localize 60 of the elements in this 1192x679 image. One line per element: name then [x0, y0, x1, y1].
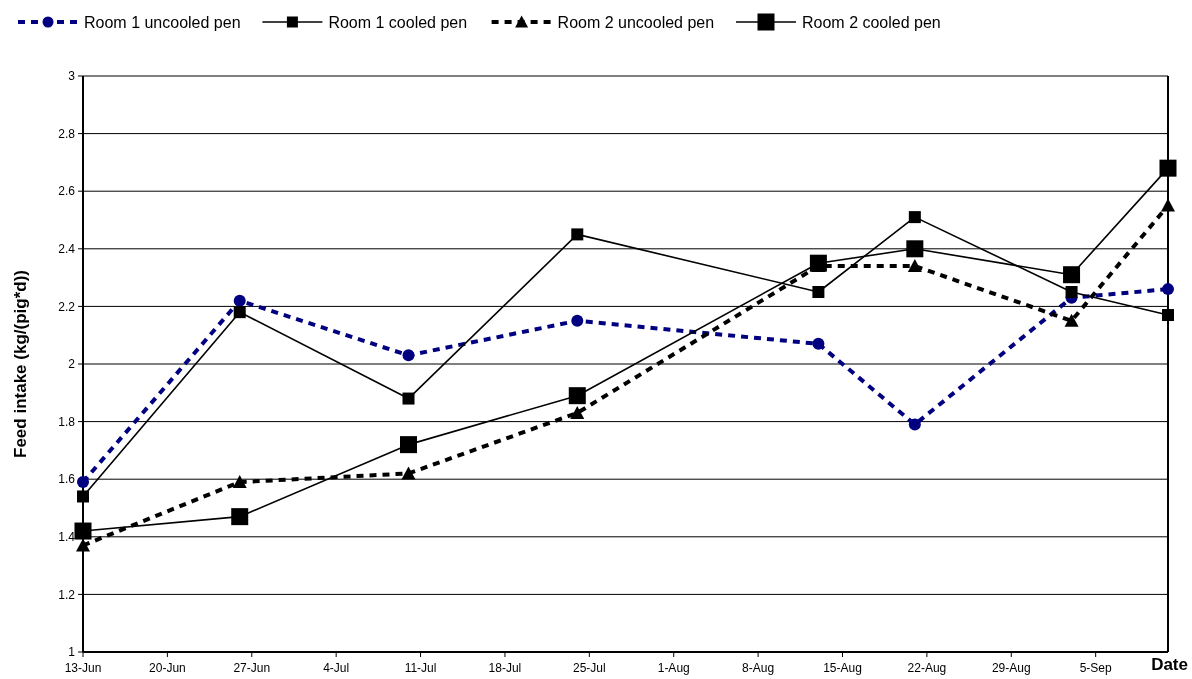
point: [906, 240, 924, 258]
point: [568, 387, 586, 405]
point: [232, 475, 247, 489]
point: [570, 405, 585, 419]
point: [809, 254, 827, 272]
point: [1064, 313, 1079, 327]
point: [77, 476, 89, 489]
point: [1065, 286, 1078, 298]
y-tick-label: 1.6: [58, 472, 76, 487]
legend-label: Room 2 uncooled pen: [557, 13, 715, 31]
x-tick-label: 1-Aug: [657, 661, 690, 675]
x-tick-label: 13-Jun: [64, 661, 102, 675]
point: [571, 314, 584, 327]
y-tick-label: 1.2: [58, 587, 76, 602]
point: [907, 259, 922, 273]
y-tick-label: 2.8: [58, 126, 76, 141]
point: [1159, 159, 1177, 177]
point: [400, 436, 417, 454]
point: [74, 522, 92, 540]
y-tick-label: 1.4: [58, 530, 76, 544]
point: [401, 466, 416, 480]
point: [77, 490, 89, 503]
point: [231, 508, 249, 526]
point: [233, 294, 246, 307]
point: [812, 286, 825, 298]
y-axis-title: Feed intake (kg/(pig*d)): [11, 270, 30, 458]
y-tick-label: 1.8: [58, 414, 76, 429]
point: [402, 349, 415, 362]
legend-label: Room 1 uncooled pen: [84, 13, 241, 31]
x-tick-label: 11-Jul: [404, 661, 437, 675]
point: [233, 306, 246, 319]
point: [1063, 266, 1081, 284]
x-tick-label: 22-Aug: [907, 661, 947, 675]
x-tick-label: 15-Aug: [823, 661, 862, 675]
x-tick-label: 18-Jul: [488, 661, 522, 675]
point: [571, 228, 584, 241]
x-tick-label: 8-Aug: [742, 661, 775, 675]
legend-label: Room 2 cooled pen: [802, 13, 941, 31]
y-tick-label: 1: [68, 645, 76, 660]
point: [402, 392, 415, 405]
x-tick-label: 29-Aug: [991, 661, 1031, 675]
point: [76, 538, 90, 552]
x-tick-label: 25-Jul: [572, 661, 606, 675]
legend-label: Room 1 cooled pen: [328, 13, 468, 31]
x-tick-label: 20-Jun: [149, 661, 186, 675]
x-tick-label: 4-Jul: [323, 661, 350, 675]
y-tick-label: 2.2: [58, 299, 76, 314]
point: [1162, 283, 1174, 296]
x-axis-title: Date: [1151, 655, 1188, 674]
y-tick-label: 2.4: [58, 242, 76, 256]
y-tick-label: 2: [68, 357, 76, 372]
point: [908, 211, 921, 224]
y-tick-label: 3: [68, 69, 76, 84]
point: [908, 418, 921, 431]
point: [1162, 309, 1174, 322]
x-tick-label: 27-Jun: [233, 661, 271, 675]
x-tick-label: 5-Sep: [1079, 661, 1112, 675]
point: [1161, 198, 1175, 212]
point: [812, 337, 825, 350]
y-tick-label: 2.6: [58, 184, 76, 199]
